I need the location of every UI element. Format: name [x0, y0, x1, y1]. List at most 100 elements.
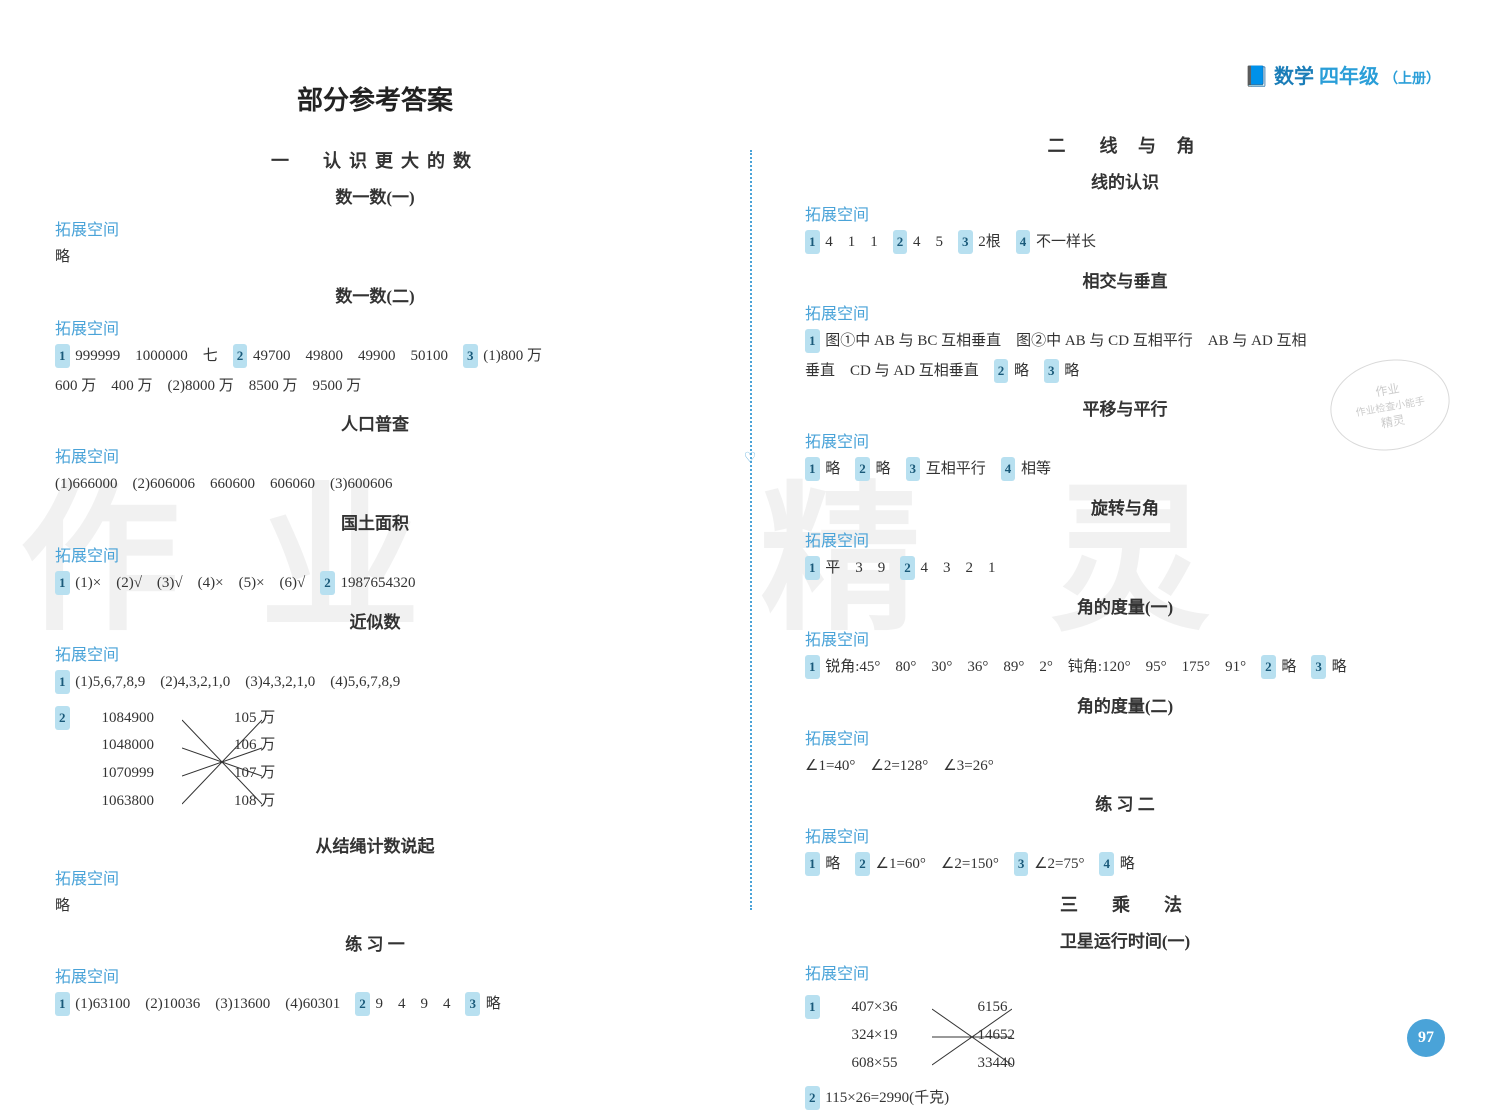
content-line: 1 (1)× (2)√ (3)√ (4)× (5)× (6)√ 2 198765… [55, 570, 695, 598]
number-badge: 2 [320, 571, 335, 595]
text-span: 互相平行 [922, 461, 1001, 477]
section-label: 拓展空间 [805, 960, 1445, 984]
content-line: 1 (1)63100 (2)10036 (3)13600 (4)60301 2 … [55, 991, 695, 1019]
text-span: 不一样长 [1032, 234, 1096, 250]
number-badge: 1 [55, 571, 70, 595]
number-badge: 1 [805, 457, 820, 481]
number-badge: 2 [355, 992, 370, 1016]
content-line: 1 4 1 1 2 4 5 3 2根 4 不一样长 [805, 229, 1445, 257]
text-span: 4 1 1 [822, 234, 893, 250]
text-span: 1987654320 [337, 575, 416, 591]
section-title: 练 习 一 [55, 930, 695, 955]
subject-icon: 📘 [1244, 66, 1269, 88]
section-title: 数一数(一) [55, 183, 695, 208]
section-label: 拓展空间 [805, 725, 1445, 749]
section-label: 拓展空间 [805, 201, 1445, 225]
section-title: 角的度量(二) [805, 692, 1445, 717]
content-line: 1 平 3 9 2 4 3 2 1 [805, 555, 1445, 583]
content-line: ∠1=40° ∠2=128° ∠3=26° [805, 753, 1445, 781]
content-line: (1)666000 (2)606006 660600 606060 (3)600… [55, 471, 695, 499]
chapter-title-right2: 三 乘 法 [805, 891, 1445, 917]
number-badge: 3 [958, 230, 973, 254]
text-span: 略 [822, 461, 856, 477]
text-span: 49700 49800 49900 50100 [249, 348, 463, 364]
volume: （上册） [1384, 72, 1440, 87]
number-badge: 4 [1001, 457, 1016, 481]
match-block: 1407×36324×19608×5561561465233440 [805, 988, 1445, 1083]
number-badge: 2 [805, 1086, 820, 1110]
text-span: 略 [1328, 659, 1347, 675]
section-label: 拓展空间 [55, 641, 695, 665]
content-line: 1 略 2 ∠1=60° ∠2=150° 3 ∠2=75° 4 略 [805, 851, 1445, 879]
section-title: 国土面积 [55, 509, 695, 534]
section-title: 近似数 [55, 608, 695, 633]
content-line: 2 115×26=2990(千克) [805, 1085, 1445, 1113]
cross-lines [932, 999, 1012, 1083]
section-title: 旋转与角 [805, 494, 1445, 519]
section-label: 拓展空间 [805, 823, 1445, 847]
text-span: (1)5,6,7,8,9 (2)4,3,2,1,0 (3)4,3,2,1,0 (… [72, 674, 401, 690]
text-span: 115×26=2990(千克) [822, 1090, 950, 1106]
content-line: 1 999999 1000000 七 2 49700 49800 49900 5… [55, 343, 695, 371]
content-line: 1 图①中 AB 与 BC 互相垂直 图②中 AB 与 CD 互相平行 AB 与… [805, 328, 1445, 356]
section-label: 拓展空间 [55, 963, 695, 987]
text-span: 略 [1278, 659, 1312, 675]
match-block: 2 1084900104800010709991063800105 万106 万1… [55, 699, 695, 822]
section-title: 相交与垂直 [805, 267, 1445, 292]
cross-lines [182, 710, 262, 822]
content-line: 1 (1)5,6,7,8,9 (2)4,3,2,1,0 (3)4,3,2,1,0… [55, 669, 695, 697]
content-line: 1 锐角:45° 80° 30° 36° 89° 2° 钝角:120° 95° … [805, 654, 1445, 682]
text-span: (1)666000 (2)606006 660600 606060 (3)600… [55, 476, 392, 492]
number-badge: 4 [1016, 230, 1031, 254]
right-page: 📘 数学 四年级 （上册） 二 线 与 角 线的认识拓展空间1 4 1 1 2 … [750, 0, 1500, 1092]
section-title: 卫星运行时间(一) [805, 927, 1445, 952]
number-badge: 3 [465, 992, 480, 1016]
match-left-item: 1063800 [102, 788, 155, 816]
number-badge: 1 [55, 992, 70, 1016]
section-title: 数一数(二) [55, 282, 695, 307]
text-span: 相等 [1017, 461, 1051, 477]
page-container: 部分参考答案 一 认识更大的数 数一数(一)拓展空间略数一数(二)拓展空间1 9… [0, 0, 1500, 1092]
number-badge: 1 [55, 344, 70, 368]
number-badge: 1 [805, 995, 820, 1019]
text-span: ∠1=40° ∠2=128° ∠3=26° [805, 758, 994, 774]
text-span: 4 3 2 1 [917, 560, 996, 576]
text-span: 略 [872, 461, 906, 477]
page-number: 97 [1407, 1019, 1445, 1057]
number-badge: 1 [805, 556, 820, 580]
number-badge: 2 [55, 706, 70, 730]
text-span: 略 [482, 996, 501, 1012]
match-left-item: 1070999 [102, 760, 155, 788]
section-label: 拓展空间 [805, 300, 1445, 324]
number-badge: 1 [805, 655, 820, 679]
section-label: 拓展空间 [55, 865, 695, 889]
section-title: 从结绳计数说起 [55, 832, 695, 857]
match-left-item: 407×36 [852, 994, 898, 1022]
section-label: 拓展空间 [805, 626, 1445, 650]
text-span: 600 万 400 万 (2)8000 万 8500 万 9500 万 [55, 378, 361, 394]
text-span: 略 [1116, 856, 1135, 872]
section-label: 拓展空间 [55, 443, 695, 467]
number-badge: 1 [805, 230, 820, 254]
content-line: 略 [55, 244, 695, 272]
text-span: 9 4 9 4 [372, 996, 466, 1012]
number-badge: 3 [1311, 655, 1326, 679]
number-badge: 3 [463, 344, 478, 368]
text-span: 垂直 CD 与 AD 互相垂直 [805, 363, 994, 379]
section-title: 线的认识 [805, 168, 1445, 193]
left-page: 部分参考答案 一 认识更大的数 数一数(一)拓展空间略数一数(二)拓展空间1 9… [0, 0, 750, 1092]
content-line: 600 万 400 万 (2)8000 万 8500 万 9500 万 [55, 373, 695, 401]
number-badge: 1 [805, 852, 820, 876]
text-span: ∠2=75° [1030, 856, 1099, 872]
number-badge: 3 [1014, 852, 1029, 876]
text-span: 略 [822, 856, 856, 872]
text-span: 4 5 [909, 234, 958, 250]
grade: 四年级 [1319, 66, 1379, 88]
cross-match: 1084900104800010709991063800105 万106 万10… [102, 705, 276, 816]
section-label: 拓展空间 [805, 527, 1445, 551]
match-left-item: 1048000 [102, 732, 155, 760]
text-span: (1)800 万 [480, 348, 543, 364]
subject: 数学 [1274, 66, 1314, 88]
section-title: 人口普查 [55, 410, 695, 435]
number-badge: 2 [855, 457, 870, 481]
